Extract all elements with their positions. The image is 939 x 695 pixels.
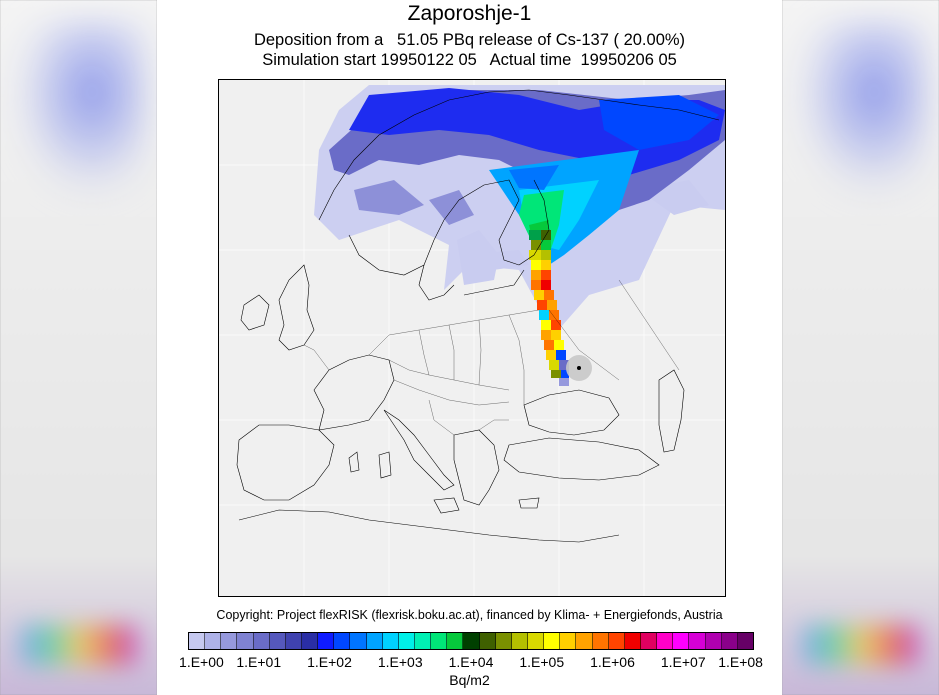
legend-unit: Bq/m2 <box>449 672 490 688</box>
legend-swatch <box>705 633 722 649</box>
deposition-plume <box>314 85 725 335</box>
release-site-marker <box>577 366 581 370</box>
coastlines <box>236 89 720 543</box>
legend-swatch <box>318 633 335 649</box>
legend-swatch <box>398 633 415 649</box>
legend-swatch <box>640 633 658 649</box>
legend-swatch <box>382 633 399 649</box>
legend-swatch <box>350 633 367 649</box>
legend-tick-label: 1.E+07 <box>660 654 706 670</box>
legend-tick-label: 1.E+00 <box>179 654 224 670</box>
legend-swatch <box>479 633 496 649</box>
legend-swatch <box>463 633 480 649</box>
legend-swatch <box>560 633 577 649</box>
legend-swatch <box>673 633 690 649</box>
legend-swatch <box>334 633 351 649</box>
legend-tick-label: 1.E+05 <box>519 654 565 670</box>
legend-swatch <box>721 633 738 649</box>
legend-tick-label: 1.E+01 <box>236 654 282 670</box>
release-info: Deposition from a 51.05 PBq release of C… <box>253 31 686 49</box>
legend-swatch <box>592 633 609 649</box>
copyright-note: Copyright: Project flexRISK (flexrisk.bo… <box>216 608 723 622</box>
legend-tick-labels: 1.E+00 1.E+01 1.E+02 1.E+03 1.E+04 1.E+05 1.E+… <box>157 654 782 672</box>
legend-swatch <box>301 633 319 649</box>
legend-swatch <box>737 633 753 649</box>
country-borders <box>303 279 680 436</box>
legend-colorbar <box>188 632 754 650</box>
map-svg <box>219 80 725 596</box>
legend-tick-label: 1.E+03 <box>377 654 423 670</box>
figure-title: Zaporoshje-1 <box>407 2 532 25</box>
legend-swatch <box>608 633 625 649</box>
legend-swatch <box>511 633 528 649</box>
legend-swatch <box>657 633 674 649</box>
legend-tick-label: 1.E+02 <box>307 654 352 670</box>
blurred-background-left <box>0 0 157 695</box>
legend-swatch <box>576 633 593 649</box>
legend-swatch <box>269 633 286 649</box>
legend-swatch <box>221 633 238 649</box>
legend-swatch <box>189 633 206 649</box>
plume-corridor <box>529 230 569 386</box>
legend-tick-label: 1.E+04 <box>448 654 494 670</box>
legend-swatch <box>366 633 383 649</box>
blurred-background-right <box>782 0 939 695</box>
legend-tick-label: 1.E+08 <box>718 654 763 670</box>
legend-swatch <box>495 633 512 649</box>
legend-swatch <box>431 633 448 649</box>
time-info: Simulation start 19950122 05 Actual time… <box>262 51 677 69</box>
legend-swatch <box>414 633 432 649</box>
legend-swatch <box>253 633 270 649</box>
legend-swatch <box>544 633 561 649</box>
figure-panel: Zaporoshje-1 Deposition from a 51.05 PBq… <box>157 0 782 695</box>
legend-swatch <box>237 633 254 649</box>
legend-swatch <box>689 633 706 649</box>
legend-swatch <box>527 633 545 649</box>
legend-swatch <box>205 633 222 649</box>
legend-tick-label: 1.E+06 <box>590 654 635 670</box>
legend-swatch <box>624 633 641 649</box>
deposition-map <box>218 79 726 597</box>
legend-swatch <box>285 633 302 649</box>
legend-swatch <box>447 633 464 649</box>
